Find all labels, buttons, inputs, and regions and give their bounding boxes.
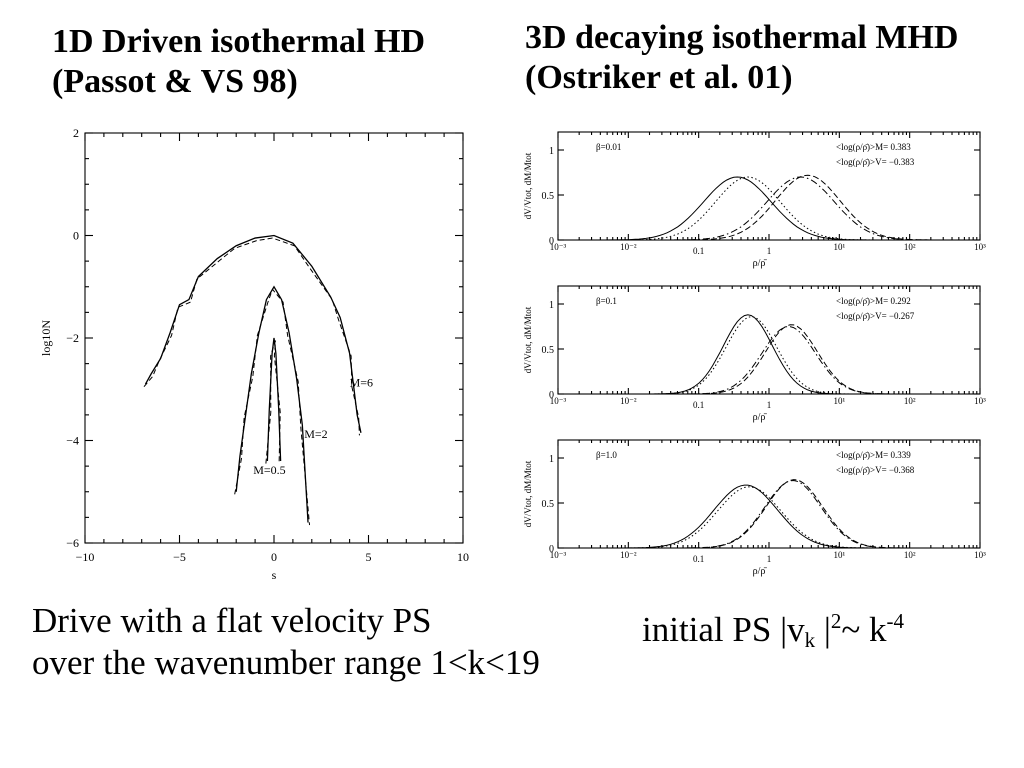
right-ytick-label: 0	[549, 236, 554, 247]
right-xtick-label: 10³	[974, 242, 986, 252]
right-xtick-label: 10²	[904, 396, 916, 406]
left-xtick-label: 0	[271, 550, 277, 564]
pdf-curve-solid	[558, 484, 980, 549]
left-caption: Drive with a flat velocity PS over the w…	[32, 600, 540, 684]
left-series-m-0-5	[266, 337, 282, 462]
volume-weighted-stat: <log(ρ/ρ̄)>V= −0.267	[836, 311, 915, 321]
pdf-curve-dotted	[558, 486, 980, 549]
left-xtick-label: −10	[76, 550, 95, 564]
right-xtick-label: 10⁻²	[620, 550, 637, 560]
right-xlabel: ρ/ρ̄	[753, 412, 768, 423]
right-xtick-label: 10²	[904, 550, 916, 560]
mass-weighted-stat: <log(ρ/ρ̄)>M= 0.292	[836, 296, 911, 306]
right-xtick-label: 10³	[974, 550, 986, 560]
annotation-m05: M=0.5	[253, 463, 285, 477]
right-xtick-label: 1	[767, 400, 772, 410]
left-ytick-label: 0	[73, 229, 79, 243]
right-xtick-label: 1	[767, 554, 772, 564]
right-panel-2: 10⁻³ 10⁻² 0.1 1 10¹ 10² 10³ 0 0.5 1 dV/Vtot, dM/Mt…	[523, 285, 986, 423]
left-series-dashed-companion	[265, 340, 281, 464]
right-xlabel: ρ/ρ̄	[753, 258, 768, 269]
caption-mid: ~ k	[841, 610, 887, 649]
mass-weighted-stat: <log(ρ/ρ̄)>M= 0.383	[836, 142, 911, 152]
right-ytick-label: 1	[549, 454, 554, 465]
right-xtick-label: 0.1	[693, 400, 704, 410]
right-title-line1: 3D decaying isothermal MHD	[525, 19, 959, 56]
right-xtick-label: 10¹	[833, 242, 845, 252]
annotation-m2: M=2	[304, 427, 327, 441]
pdf-curve-dashdot	[558, 479, 980, 549]
beta-label: β=1.0	[596, 450, 617, 460]
volume-weighted-stat: <log(ρ/ρ̄)>V= −0.368	[836, 465, 915, 475]
left-caption-line2: over the wavenumber range 1<k<19	[32, 643, 540, 682]
right-ytick-label: 0	[549, 544, 554, 555]
caption-sub: k	[804, 628, 816, 652]
right-xtick-label: 10¹	[833, 550, 845, 560]
right-xtick-label: 10³	[974, 396, 986, 406]
pdf-curve-dashed	[558, 174, 980, 241]
right-ytick-label: 1	[549, 300, 554, 311]
right-xlabel: ρ/ρ̄	[753, 566, 768, 577]
left-series-m-6	[144, 234, 362, 433]
right-ytick-label: 1	[549, 146, 554, 157]
right-title-line2: (Ostriker et al. 01)	[525, 59, 793, 96]
right-panel-3: 10⁻³ 10⁻² 0.1 1 10¹ 10² 10³ 0 0.5 1 dV/Vtot, dM/Mt…	[523, 439, 986, 577]
caption-prefix: initial PS |v	[642, 610, 805, 649]
right-ylabel: dV/Vtot, dM/Mtot	[523, 152, 533, 219]
right-ylabel: dV/Vtot, dM/Mtot	[523, 306, 533, 373]
left-ylabel: log10N	[39, 320, 53, 356]
right-ytick-label: 0.5	[542, 191, 555, 202]
pdf-curve-dashed	[558, 324, 980, 395]
left-xtick-label: −5	[173, 550, 186, 564]
right-xtick-label: 10¹	[833, 396, 845, 406]
left-series-dashed-companion	[234, 288, 311, 526]
left-chart: −10 −5 0 5 10 2 0 −2 −4 −6 s log10N M=6 M=2 M=0.5	[39, 126, 469, 582]
right-panel-frame	[557, 439, 981, 549]
caption-sup1: 2	[830, 609, 842, 633]
pdf-curve-dotted	[558, 316, 980, 395]
right-ytick-label: 0	[549, 390, 554, 401]
left-series-m-2	[235, 285, 309, 523]
left-ytick-label: 2	[73, 126, 79, 140]
left-ytick-label: −2	[66, 331, 79, 345]
right-panel-1: 10⁻³ 10⁻² 0.1 1 10¹ 10² 10³ 0 0.5 1 dV/Vtot, dM/Mt…	[523, 131, 986, 269]
right-ytick-label: 0.5	[542, 345, 555, 356]
right-ytick-label: 0.5	[542, 499, 555, 510]
right-xtick-label: 10⁻³	[550, 242, 567, 252]
pdf-curve-dashdot	[558, 326, 980, 395]
right-figure-title: 3D decaying isothermal MHD (Ostriker et …	[525, 18, 958, 98]
right-xtick-label: 10⁻²	[620, 396, 637, 406]
right-xtick-label: 10⁻³	[550, 550, 567, 560]
right-caption: initial PS |vk |2~ k-4	[642, 600, 904, 661]
beta-label: β=0.01	[596, 142, 621, 152]
right-xtick-label: 10²	[904, 242, 916, 252]
right-xtick-label: 1	[767, 246, 772, 256]
right-xtick-label: 0.1	[693, 554, 704, 564]
pdf-curve-dashed	[558, 479, 980, 549]
right-xtick-label: 10⁻²	[620, 242, 637, 252]
right-ylabel: dV/Vtot, dM/Mtot	[523, 460, 533, 527]
right-xtick-label: 10⁻³	[550, 396, 567, 406]
volume-weighted-stat: <log(ρ/ρ̄)>V= −0.383	[836, 157, 915, 167]
mass-weighted-stat: <log(ρ/ρ̄)>M= 0.339	[836, 450, 911, 460]
caption-sup2: -4	[886, 609, 905, 633]
left-series-dashed-companion	[143, 237, 360, 436]
caption-bar: |	[815, 610, 831, 649]
left-xtick-label: 5	[366, 550, 372, 564]
left-ytick-label: −6	[66, 536, 79, 550]
beta-label: β=0.1	[596, 296, 617, 306]
left-title-line1: 1D Driven isothermal HD	[52, 23, 426, 60]
left-xlabel: s	[272, 568, 277, 582]
left-figure-title: 1D Driven isothermal HD (Passot & VS 98)	[52, 22, 425, 102]
annotation-m6: M=6	[350, 376, 373, 390]
right-xtick-label: 0.1	[693, 246, 704, 256]
left-ytick-label: −4	[66, 434, 79, 448]
left-xtick-label: 10	[457, 550, 469, 564]
pdf-curve-solid	[558, 314, 980, 395]
left-caption-line1: Drive with a flat velocity PS	[32, 601, 432, 640]
left-title-line2: (Passot & VS 98)	[52, 63, 298, 100]
